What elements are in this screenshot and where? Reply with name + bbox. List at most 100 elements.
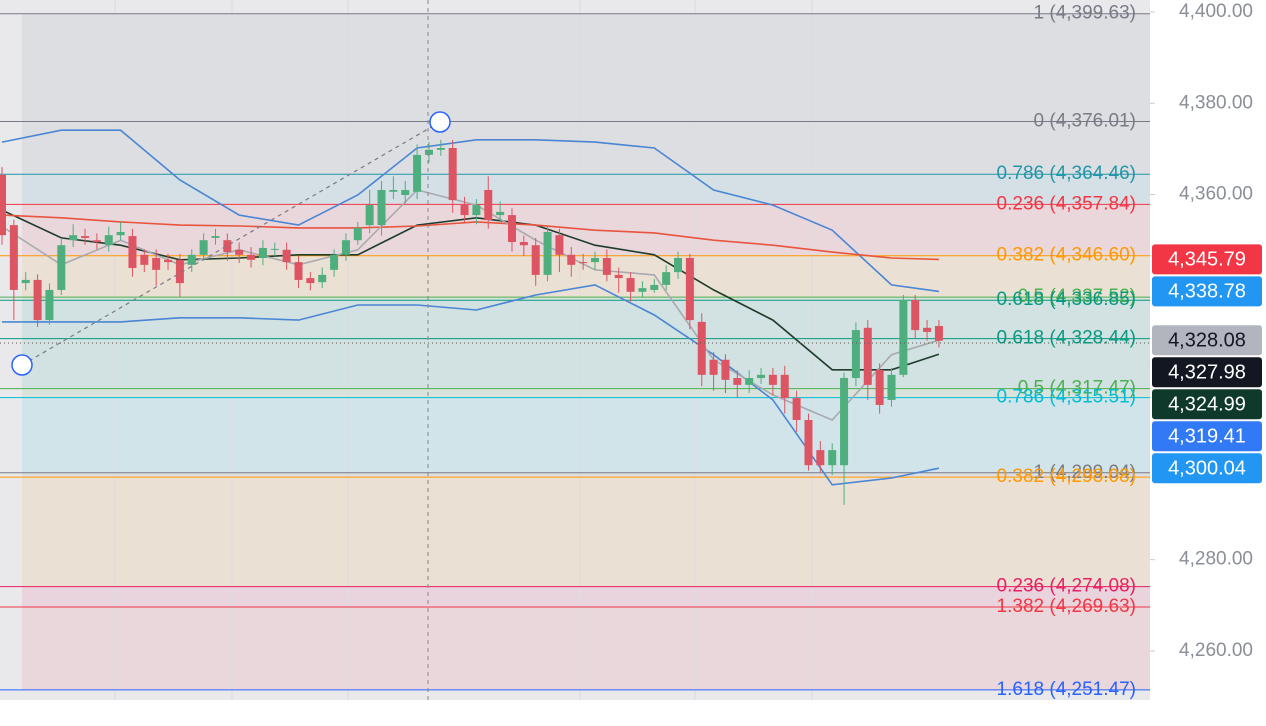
candle-body	[92, 240, 101, 243]
candle-body	[591, 257, 599, 263]
candle-body	[69, 235, 78, 241]
candle-body	[887, 374, 896, 400]
candle-body	[33, 279, 42, 321]
candle-body	[828, 450, 837, 466]
trend-handle[interactable]	[11, 354, 33, 376]
fib-level-label: 0.786 (4,364.46)	[997, 163, 1136, 184]
price-tag	[1152, 453, 1262, 484]
price-tag-label: 4,338.78	[1168, 281, 1246, 303]
candle-body	[768, 374, 777, 385]
candle-body	[413, 154, 422, 192]
price-tag	[1152, 244, 1262, 275]
candle-body	[57, 245, 66, 290]
fib-level-label: 0.382 (4,298.08)	[997, 466, 1136, 487]
candle-body	[804, 420, 813, 466]
price-tag	[1152, 276, 1262, 307]
candle-body	[21, 279, 30, 284]
candle-body	[258, 247, 267, 258]
candle-body	[863, 327, 872, 385]
fib-level-label: 0.5 (4,317.47)	[1018, 378, 1136, 399]
candle-body	[709, 359, 718, 375]
candle-body	[840, 378, 849, 466]
candle-body	[140, 254, 149, 265]
candle-body	[318, 274, 327, 283]
price-tag-label: 4,328.08	[1168, 330, 1246, 352]
price-tag-label: 4,327.98	[1168, 362, 1246, 384]
candle-body	[152, 257, 161, 270]
candle-body	[235, 249, 244, 255]
candle-body	[507, 215, 516, 243]
candle-body	[555, 235, 564, 255]
candle-body	[899, 299, 908, 375]
candle-body	[175, 259, 184, 284]
fib-zone	[22, 477, 1150, 587]
fib-level-label: 1.618 (4,251.47)	[997, 679, 1136, 700]
candle-body	[389, 189, 398, 192]
price-tag	[1152, 357, 1262, 388]
price-tag-label: 4,319.41	[1168, 426, 1246, 448]
price-tag-label: 4,300.04	[1168, 458, 1246, 480]
candle-body	[579, 262, 588, 264]
fib-zone	[22, 121, 1150, 175]
candle-body	[448, 148, 457, 201]
candle-body	[567, 254, 576, 265]
y-tick-label: 4,400.00	[1179, 1, 1253, 22]
fib-level-label: 0.786 (4,315.51)	[997, 387, 1136, 408]
trend-handle[interactable]	[429, 111, 451, 133]
fib-level-label: 1 (4,399.63)	[1034, 3, 1136, 24]
fib-zone	[22, 338, 1150, 389]
candle-body	[104, 235, 113, 246]
candle-body	[674, 257, 683, 273]
candle-body	[934, 325, 943, 341]
fib-zone	[22, 297, 1150, 301]
candle-body	[81, 236, 90, 238]
candle-body	[211, 236, 220, 238]
candle-body	[0, 174, 6, 236]
candle-body	[353, 227, 362, 241]
candle-body	[745, 378, 754, 385]
candle-body	[780, 374, 789, 399]
candle-body	[401, 189, 410, 196]
candle-body	[377, 189, 386, 226]
candle-body	[816, 450, 825, 466]
candle-body	[851, 330, 860, 379]
candle-body	[697, 321, 706, 375]
fib-level-label: 0.236 (4,357.84)	[997, 193, 1136, 214]
candle-body	[721, 359, 730, 380]
candle-body	[519, 242, 528, 246]
candle-body	[614, 274, 623, 279]
fib-level-label: 1.382 (4,269.63)	[997, 596, 1136, 617]
candle-body	[436, 148, 445, 150]
candle-body	[484, 189, 493, 221]
candle-body	[531, 245, 540, 275]
candle-body	[294, 262, 303, 280]
candle-body	[9, 225, 18, 290]
fib-level-label: 0 (4,376.01)	[1034, 111, 1136, 132]
fib-zone	[22, 397, 1150, 473]
candle-body	[685, 257, 694, 321]
y-tick-label: 4,260.00	[1179, 640, 1253, 661]
indicator-line	[1, 129, 940, 293]
vertical-grid	[114, 0, 813, 700]
price-tag	[1152, 421, 1262, 452]
price-tag-label: 4,345.79	[1168, 249, 1246, 271]
price-tag	[1152, 389, 1262, 420]
candle-body	[460, 205, 469, 216]
fib-level-label: 0.382 (4,346.60)	[997, 245, 1136, 266]
candle-body	[472, 205, 481, 216]
fib-zone	[22, 174, 1150, 205]
candle-body	[626, 278, 635, 292]
fib-level-label: 0.618 (4,336.85)	[997, 289, 1136, 310]
candle-body	[792, 398, 801, 421]
candle-body	[875, 369, 884, 405]
candle-body	[733, 378, 742, 385]
fib-level-label: 0.618 (4,328.44)	[997, 328, 1136, 349]
candle-body	[662, 272, 671, 285]
candle-body	[306, 278, 315, 284]
price-tag-label: 4,324.99	[1168, 394, 1246, 416]
fib-level-label: 0.236 (4,274.08)	[997, 576, 1136, 597]
candle-body	[923, 327, 932, 332]
candle-body	[650, 284, 659, 290]
fib-zone	[22, 13, 1150, 122]
